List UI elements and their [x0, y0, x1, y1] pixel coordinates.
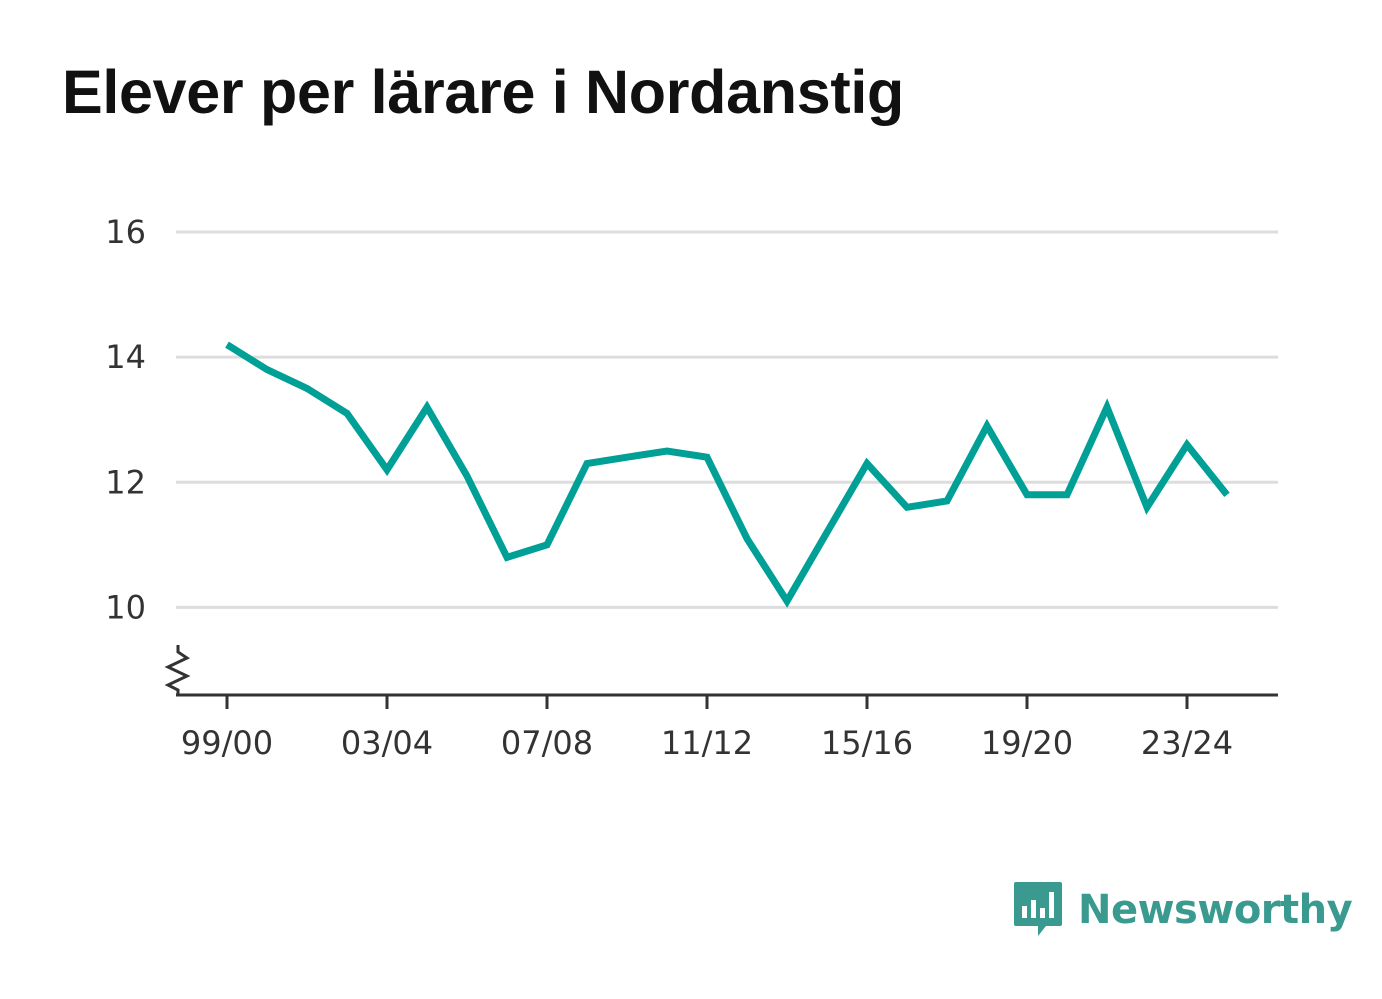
gridlines [176, 230, 1278, 609]
chart-title: Elever per lärare i Nordanstig [62, 58, 904, 126]
x-axis [164, 645, 1278, 697]
x-tick-label-15-16: 15/16 [821, 724, 913, 762]
y-tick-label-10: 10 [105, 588, 146, 626]
x-tick-label-99-00: 99/00 [181, 724, 273, 762]
series-layer [225, 341, 1230, 608]
x-tick-label-07-08: 07/08 [501, 724, 593, 762]
y-tick-label-12: 12 [105, 463, 146, 501]
y-axis-tick-labels: 10 12 16 14 [105, 213, 146, 626]
x-tick-label-23-24: 23/24 [1141, 724, 1233, 762]
y-tick-label-14: 14 [105, 338, 146, 376]
axis-break-marker [164, 645, 191, 695]
x-tick-label-19-20: 19/20 [981, 724, 1073, 762]
x-tick-label-03-04: 03/04 [341, 724, 433, 762]
y-tick-label-16: 16 [105, 213, 146, 251]
newsworthy-logo-icon [1014, 882, 1062, 936]
x-tick-label-11-12: 11/12 [661, 724, 753, 762]
newsworthy-logo: Newsworthy [1012, 880, 1353, 940]
series-line-0 [225, 341, 1230, 608]
x-axis-ticks: 99/00 03/04 07/08 11/12 15/16 19/20 23/24 [181, 695, 1233, 762]
newsworthy-logo-text: Newsworthy [1078, 887, 1353, 933]
